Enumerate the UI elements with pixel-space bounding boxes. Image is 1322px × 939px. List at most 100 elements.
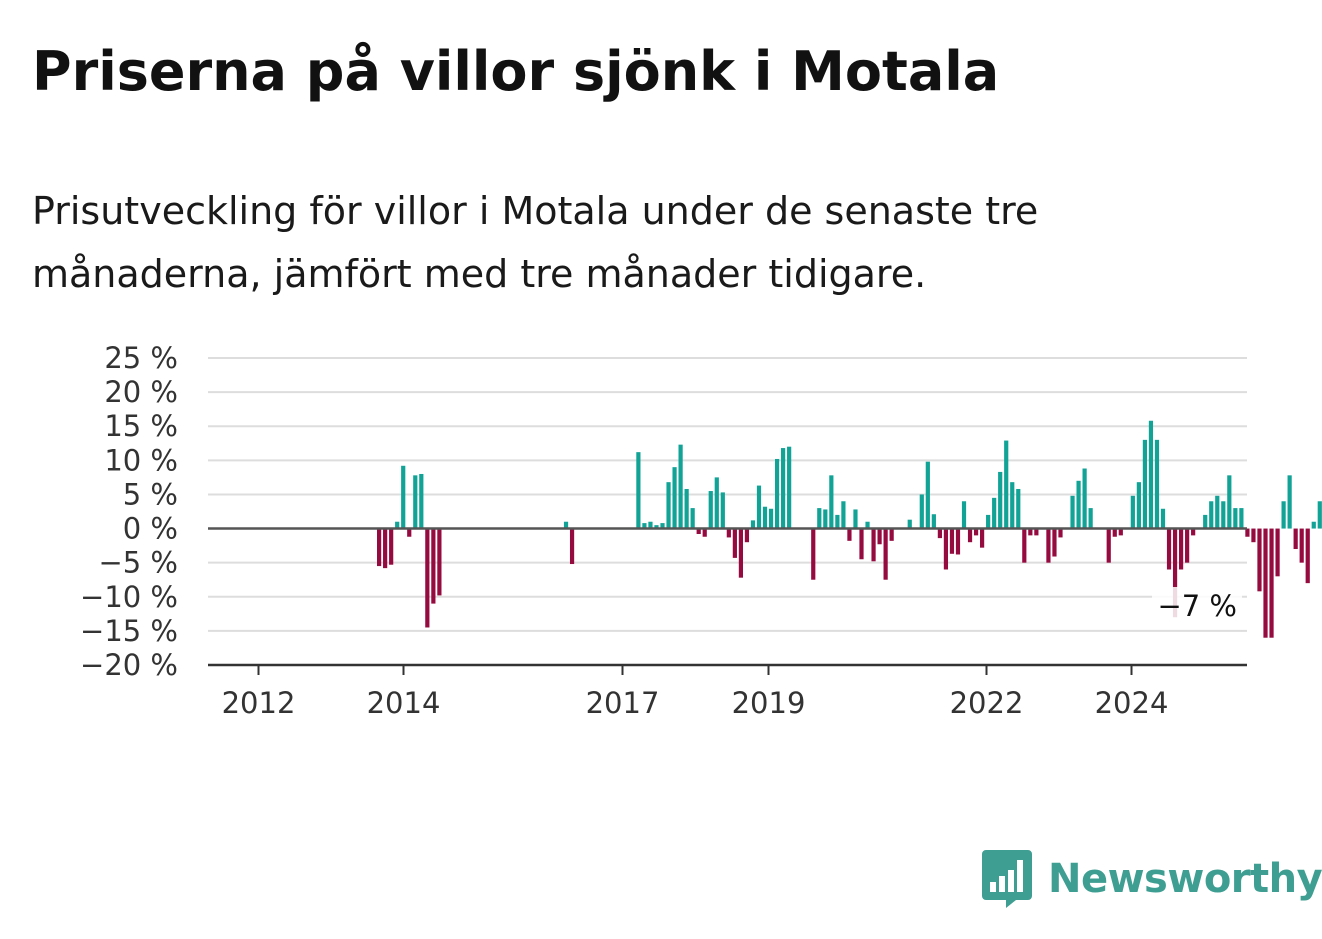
y-tick-label: −10 % bbox=[80, 580, 178, 614]
y-tick-label: 25 % bbox=[104, 341, 178, 375]
grid-lines bbox=[208, 357, 1247, 632]
bar bbox=[690, 508, 695, 529]
chart-title: Priserna på villor sjönk i Motala bbox=[32, 40, 1000, 103]
bar bbox=[1185, 528, 1190, 563]
bar bbox=[1058, 528, 1063, 538]
bar bbox=[1305, 528, 1310, 584]
bar bbox=[636, 452, 641, 529]
bar bbox=[1257, 528, 1262, 592]
bar bbox=[889, 528, 894, 541]
bar bbox=[841, 501, 846, 529]
bar bbox=[648, 521, 653, 529]
bar bbox=[666, 482, 671, 529]
bar bbox=[859, 528, 864, 560]
bar bbox=[642, 523, 647, 529]
bar bbox=[1034, 528, 1039, 536]
bar bbox=[654, 525, 659, 529]
bar bbox=[1148, 420, 1154, 529]
bar bbox=[732, 528, 737, 558]
bar bbox=[1263, 528, 1268, 638]
bar bbox=[1136, 482, 1141, 529]
bar bbox=[1221, 501, 1226, 529]
bar bbox=[1022, 528, 1027, 563]
bar bbox=[949, 528, 955, 554]
y-tick-label: −5 % bbox=[98, 546, 178, 580]
bar bbox=[1160, 508, 1166, 529]
bar bbox=[431, 528, 436, 604]
bar bbox=[1004, 440, 1009, 529]
bar bbox=[563, 521, 569, 529]
bar bbox=[943, 528, 949, 570]
bar bbox=[1142, 439, 1148, 529]
bar bbox=[696, 528, 701, 535]
bar bbox=[1203, 514, 1208, 529]
bar bbox=[967, 528, 973, 543]
x-tick-label: 2017 bbox=[586, 686, 660, 720]
tick-labels: 25 %20 %15 %10 %5 %0 %−5 %−10 %−15 %−20 … bbox=[80, 341, 1242, 720]
bar bbox=[1317, 501, 1322, 529]
bar bbox=[925, 461, 930, 529]
bar bbox=[817, 508, 822, 529]
bar bbox=[1028, 528, 1033, 536]
bar bbox=[738, 528, 743, 578]
bar bbox=[714, 477, 719, 529]
bar bbox=[756, 485, 762, 529]
y-tick-label: 15 % bbox=[104, 409, 178, 443]
bar bbox=[847, 528, 852, 541]
bar bbox=[569, 528, 575, 565]
bar bbox=[1010, 482, 1015, 529]
last-value-annotation: −7 % bbox=[1157, 589, 1237, 623]
bar bbox=[377, 528, 382, 567]
bar bbox=[678, 444, 683, 529]
bar bbox=[708, 491, 713, 529]
bar bbox=[1293, 528, 1298, 550]
bar bbox=[1088, 508, 1093, 529]
newsworthy-chat-bars-icon bbox=[982, 850, 1032, 908]
bar bbox=[829, 475, 834, 529]
bar bbox=[1245, 528, 1250, 537]
bar bbox=[762, 506, 768, 529]
bar bbox=[1112, 528, 1117, 537]
x-tick-label: 2014 bbox=[367, 686, 441, 720]
chart-subtitle: Prisutveckling för villor i Motala under… bbox=[32, 189, 1039, 296]
bar bbox=[768, 508, 774, 529]
bar bbox=[961, 501, 967, 529]
bar bbox=[835, 514, 840, 529]
bar-chart: 25 %20 %15 %10 %5 %0 %−5 %−10 %−15 %−20 … bbox=[80, 341, 1322, 720]
y-tick-label: 0 % bbox=[123, 512, 178, 546]
bar bbox=[395, 521, 400, 529]
y-tick-label: −15 % bbox=[80, 614, 178, 648]
bars bbox=[377, 420, 1322, 638]
bar bbox=[437, 528, 442, 596]
bar bbox=[980, 528, 985, 548]
bar bbox=[1016, 488, 1021, 529]
bar bbox=[684, 488, 689, 529]
bar bbox=[726, 528, 731, 538]
bar bbox=[955, 528, 961, 555]
bar bbox=[413, 475, 418, 529]
y-tick-label: 20 % bbox=[104, 375, 178, 409]
bar bbox=[986, 514, 991, 529]
bar bbox=[1172, 528, 1178, 618]
bar bbox=[811, 528, 816, 580]
bar bbox=[407, 528, 412, 537]
brand-name: Newsworthy bbox=[1048, 856, 1322, 902]
bar bbox=[1082, 468, 1087, 529]
y-tick-label: 10 % bbox=[104, 443, 178, 477]
bar bbox=[877, 528, 882, 545]
bar bbox=[931, 514, 936, 529]
bar bbox=[1251, 528, 1256, 543]
bar bbox=[1269, 528, 1274, 638]
bar bbox=[672, 467, 677, 529]
bar bbox=[1233, 508, 1238, 529]
bar bbox=[907, 519, 912, 529]
bar bbox=[1178, 528, 1184, 570]
bar bbox=[1287, 475, 1292, 529]
bar bbox=[389, 528, 394, 565]
y-tick-label: 5 % bbox=[123, 477, 178, 511]
bar bbox=[1070, 495, 1075, 529]
bar bbox=[750, 520, 756, 529]
x-tick-label: 2022 bbox=[950, 686, 1024, 720]
bar bbox=[781, 448, 786, 529]
bar bbox=[883, 528, 888, 580]
